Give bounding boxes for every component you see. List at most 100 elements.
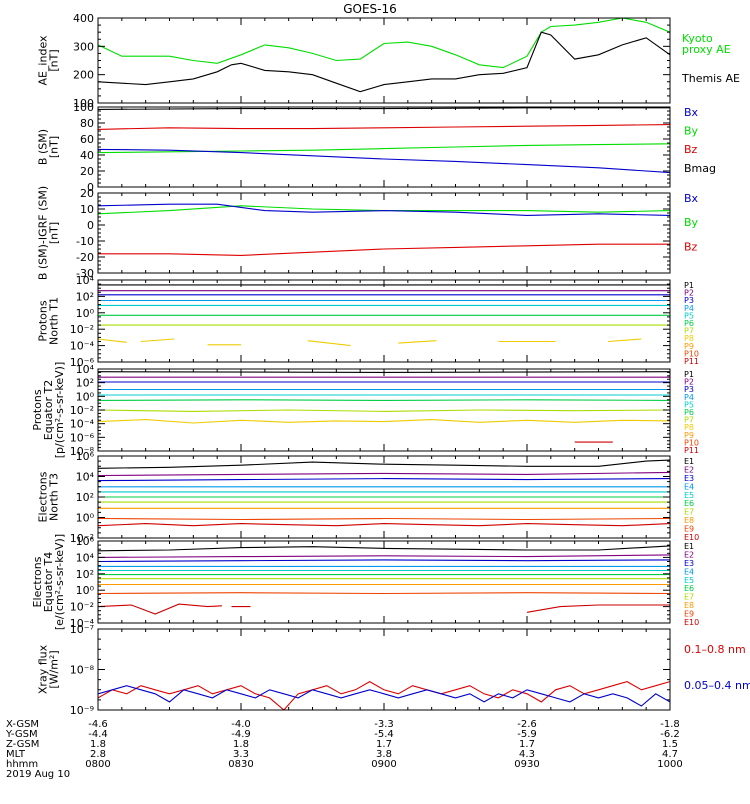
y-tick-label: 10⁴ xyxy=(76,551,95,564)
legend-entry: Bx xyxy=(684,106,699,119)
legend-entry: Themis AE xyxy=(681,72,740,85)
x-row-value: 0830 xyxy=(228,759,253,770)
series-line-5-1 xyxy=(98,472,670,475)
x-row-value: 0930 xyxy=(514,759,539,770)
x-date-label: 2019 Aug 10 xyxy=(6,769,70,780)
series-line-1-2 xyxy=(98,144,670,153)
legend-entry: P11 xyxy=(684,446,699,455)
legend-entry: 0.05–0.4 nm xyxy=(684,679,750,692)
y-tick-label: 10⁴ xyxy=(76,274,95,287)
y-tick-label: 400 xyxy=(73,12,94,25)
y-tick-label: 10⁻² xyxy=(70,323,94,336)
series-line-5-9 xyxy=(98,524,670,526)
legend-entry: Bx xyxy=(684,192,699,205)
y-tick-label: 10⁻⁸ xyxy=(70,664,95,677)
y-tick-label: 10² xyxy=(76,568,94,581)
panel-frame xyxy=(98,18,670,103)
y-tick-label: 10² xyxy=(76,290,94,303)
series-line-7-1 xyxy=(98,686,670,706)
legend-entry: P11 xyxy=(684,357,699,366)
series-line-0-0 xyxy=(98,18,670,68)
series-line-3-8 xyxy=(141,339,174,342)
legend-entry: Bz xyxy=(684,241,698,254)
series-line-1-3 xyxy=(98,149,670,172)
legend-entry: Bmag xyxy=(684,162,716,175)
y-tick-label: 60 xyxy=(80,133,94,146)
panel-frame xyxy=(98,629,670,710)
y-axis-label: North T1 xyxy=(48,297,61,345)
legend-entry: E10 xyxy=(684,533,699,542)
y-tick-label: 10⁻² xyxy=(70,601,94,614)
series-line-4-5 xyxy=(98,400,670,401)
y-tick-label: 10⁻⁹ xyxy=(70,704,94,717)
legend: Bx By Bz xyxy=(684,192,699,254)
panel-frame xyxy=(98,280,670,362)
series-line-2-2 xyxy=(98,244,670,255)
panel-protons_t2: 10⁴10²10⁰10⁻²10⁻⁴10⁻⁶10⁻⁸ProtonsEquator … xyxy=(31,362,699,459)
y-tick-label: 10⁻⁴ xyxy=(70,418,95,431)
y-axis-label: [nT] xyxy=(48,136,61,158)
y-tick-label: 200 xyxy=(73,69,94,82)
y-tick-label: 20 xyxy=(80,187,94,200)
x-row-value: 0900 xyxy=(371,759,396,770)
y-tick-label: 10⁰ xyxy=(76,307,95,320)
series-group xyxy=(98,372,670,442)
y-tick-label: 10⁰ xyxy=(76,584,95,597)
legend-entry: By xyxy=(684,125,699,138)
series-group xyxy=(98,285,670,346)
series-line-3-10 xyxy=(308,341,351,346)
legend-entry: 0.1–0.8 nm xyxy=(684,643,746,656)
plot-title: GOES-16 xyxy=(343,2,397,16)
series-group xyxy=(98,18,670,92)
y-tick-label: -20 xyxy=(76,251,94,264)
y-tick-label: 10⁶ xyxy=(76,450,95,463)
series-line-4-6 xyxy=(98,410,670,411)
series-line-1-1 xyxy=(98,125,670,130)
series-line-6-8 xyxy=(98,593,670,594)
series-line-5-2 xyxy=(98,479,670,481)
y-axis-label: North T3 xyxy=(48,473,61,521)
y-axis-label: [nT] xyxy=(48,49,61,71)
y-tick-label: 10⁴ xyxy=(76,471,95,484)
y-tick-label: 100 xyxy=(73,101,94,114)
x-axis-table: X-GSM-4.6-4.0-3.3-2.6-1.8Y-GSM-4.4-4.9-5… xyxy=(5,719,683,780)
series-group xyxy=(98,108,670,173)
y-tick-label: 10⁴ xyxy=(76,363,95,376)
panel-frame xyxy=(98,541,670,623)
x-row-value: 1000 xyxy=(657,759,682,770)
series-line-6-9 xyxy=(98,604,222,614)
y-tick-label: 10⁻⁴ xyxy=(70,340,95,353)
panel-frame xyxy=(98,369,670,451)
series-line-3-7 xyxy=(98,339,127,342)
panel-frame xyxy=(98,193,670,273)
y-tick-label: 300 xyxy=(73,40,94,53)
series-line-5-8 xyxy=(98,519,670,520)
series-line-0-1 xyxy=(98,32,670,91)
y-tick-label: 0 xyxy=(87,219,94,232)
y-axis-label: [nT] xyxy=(48,222,61,244)
y-tick-label: 10⁰ xyxy=(76,512,95,525)
y-tick-label: 10⁻⁶ xyxy=(70,431,95,444)
y-tick-label: 20 xyxy=(80,165,94,178)
legend-entry: E10 xyxy=(684,618,699,627)
legend-entry: By xyxy=(684,216,699,229)
y-tick-label: 10² xyxy=(76,377,94,390)
series-line-2-0 xyxy=(98,206,670,214)
y-tick-label: 10⁻⁷ xyxy=(70,623,94,636)
y-tick-label: 10² xyxy=(76,491,94,504)
legend-entry: proxy AE xyxy=(682,43,731,56)
y-tick-label: 10 xyxy=(80,203,94,216)
